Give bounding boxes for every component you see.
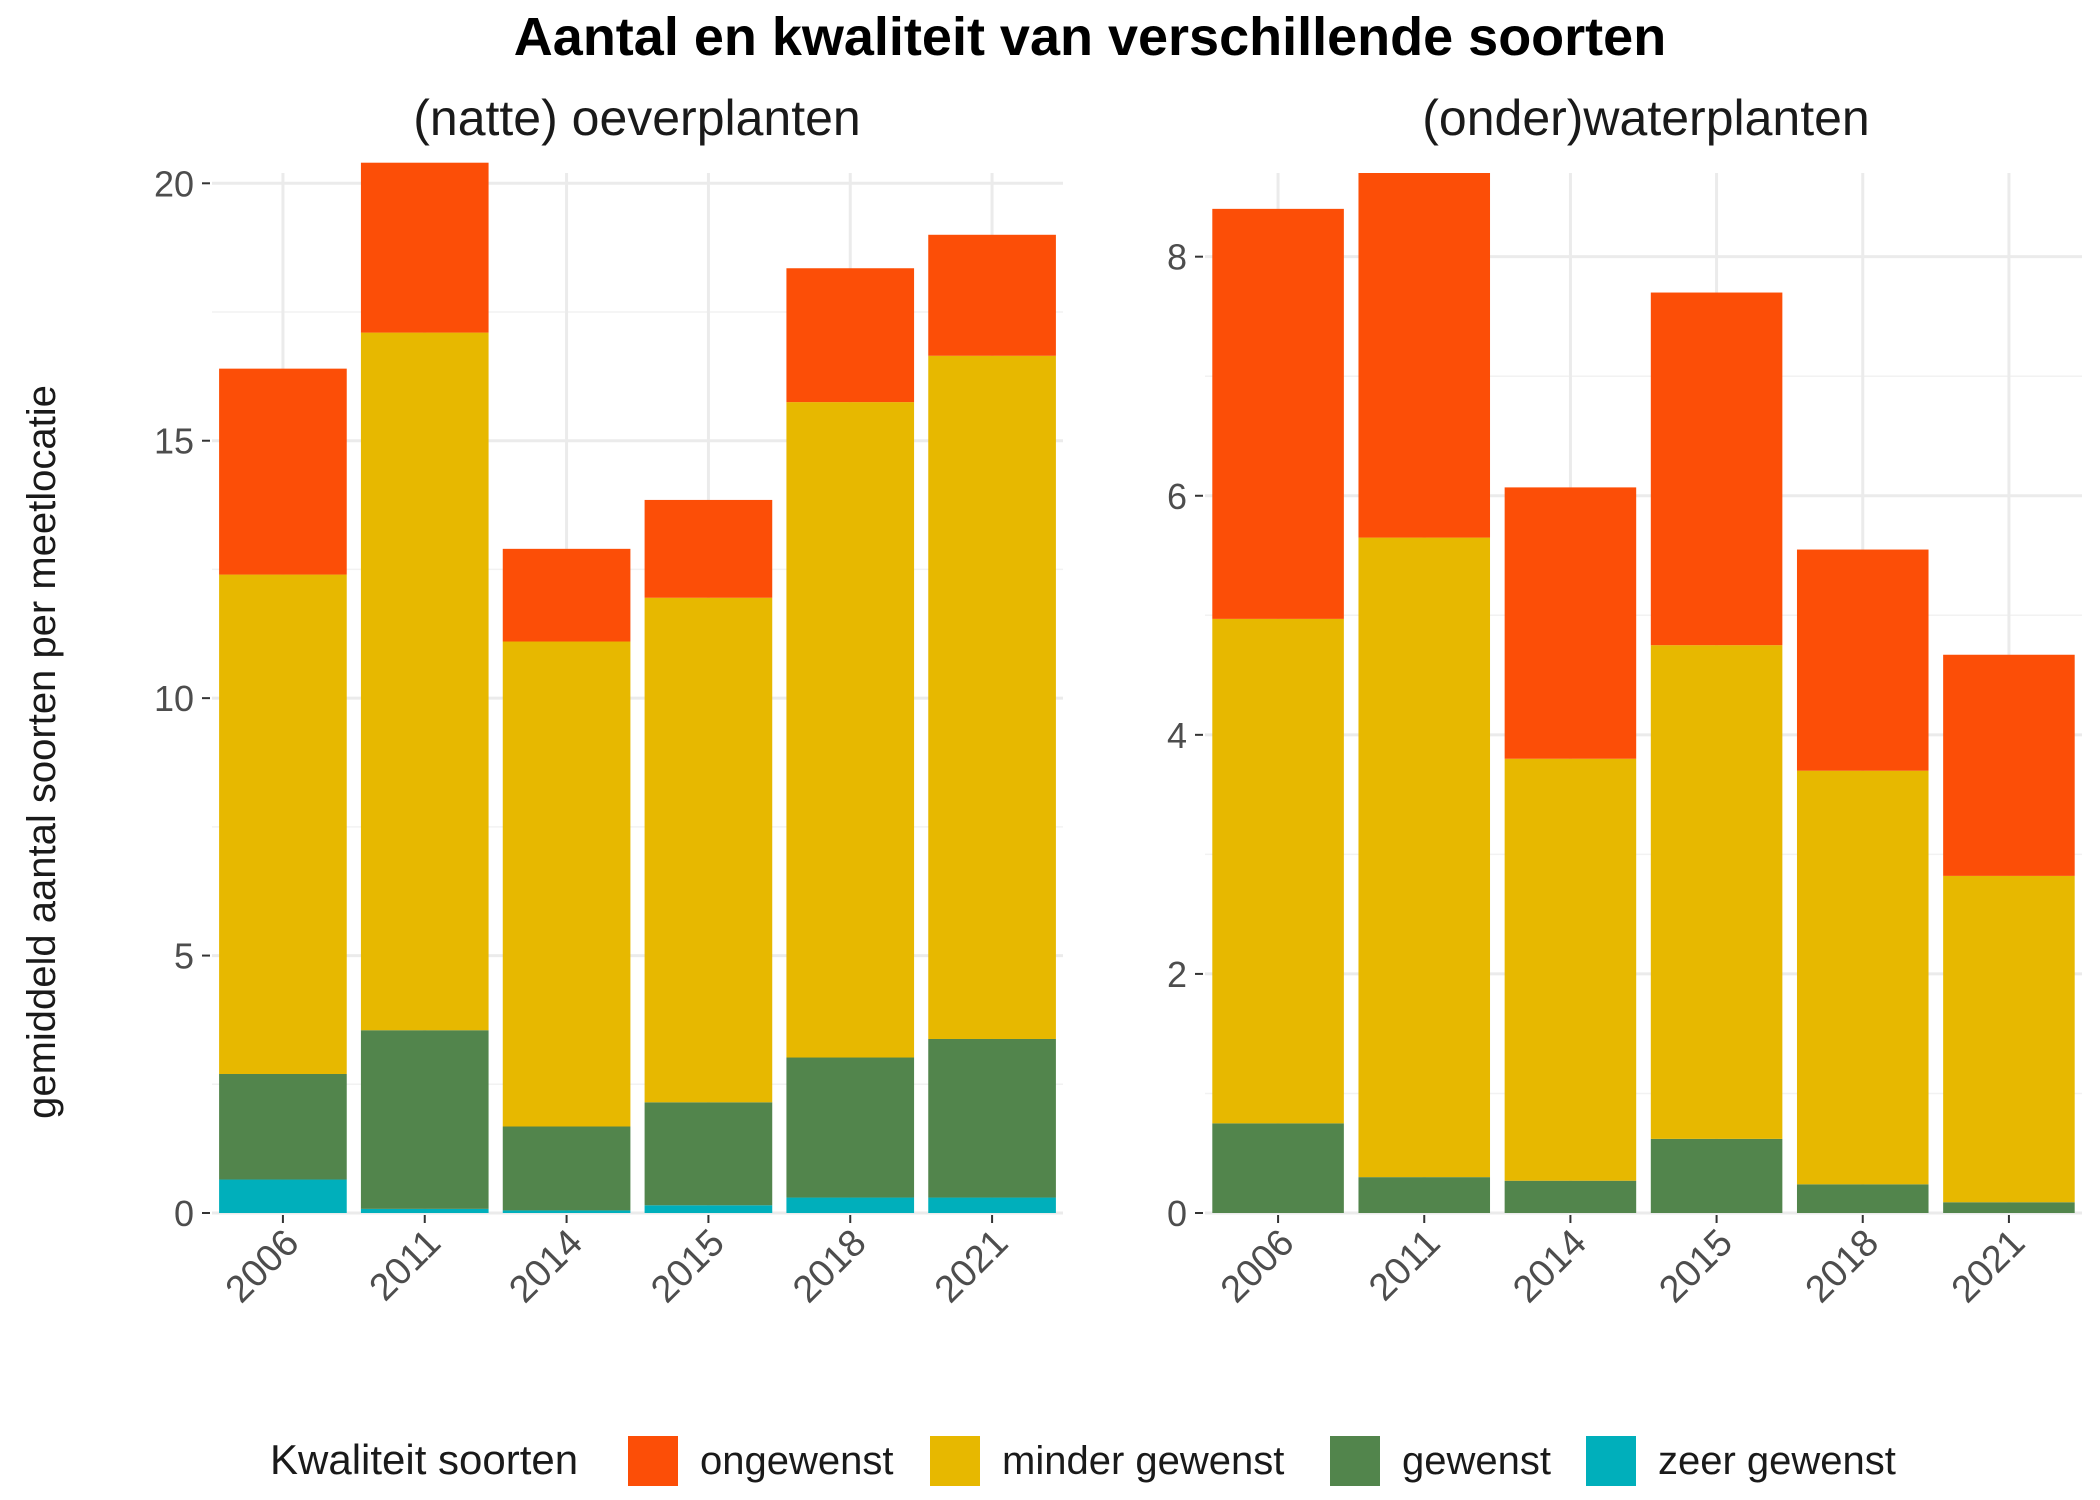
legend-key-gewenst [1330,1436,1380,1486]
bar-ongewenst-2021 [928,234,1056,356]
bar-zeer-gewenst-2006 [219,1179,347,1213]
bar-minder-gewenst-2018 [1796,770,1929,1185]
bar-gewenst-2015 [1650,1138,1783,1213]
bar-gewenst-2014 [502,1126,631,1211]
x-tick-label: 2015 [1651,1222,1740,1311]
legend-label-gewenst: gewenst [1402,1439,1551,1483]
bar-zeer-gewenst-2021 [928,1197,1056,1213]
y-tick-label: 6 [1167,476,1187,517]
bar-zeer-gewenst-2014 [502,1210,631,1213]
panel-oeverplanten: (natte) oeverplanten 0 5 10 15 20 2006 2011 2014… [154,90,1063,1311]
bar-ongewenst-2006 [219,368,347,575]
x-tick-label: 2006 [218,1222,307,1311]
bar-minder-gewenst-2014 [502,641,631,1127]
y-tick-label: 4 [1167,715,1187,756]
x-tick-label: 2015 [643,1222,732,1311]
bar-minder-gewenst-2011 [1358,537,1491,1178]
bar-ongewenst-2018 [1796,549,1929,771]
x-tick-label: 2021 [1944,1222,2033,1311]
y-axis-waterplanten: 0 2 4 6 8 [1167,237,1203,1234]
x-tick-label: 2011 [1361,1222,1448,1309]
y-tick-label: 0 [1167,1193,1187,1234]
legend: Kwaliteit soorten ongewenst minder gewens… [270,1436,1896,1486]
bar-minder-gewenst-2006 [219,574,347,1074]
bar-ongewenst-2014 [502,548,631,642]
y-tick-label: 15 [154,421,194,462]
x-axis-oeverplanten: 2006 2011 2014 2015 2018 2021 [218,1215,1016,1311]
bar-minder-gewenst-2021 [928,355,1056,1039]
bar-gewenst-2011 [1358,1177,1491,1213]
legend-title: Kwaliteit soorten [270,1436,578,1483]
bar-minder-gewenst-2021 [1943,875,2075,1203]
y-axis-oeverplanten: 0 5 10 15 20 [154,163,210,1234]
bar-gewenst-2011 [360,1030,489,1209]
y-axis-label: gemiddeld aantal soorten per meetlocatie [20,385,64,1119]
bar-minder-gewenst-2015 [1650,645,1783,1139]
y-tick-label: 20 [154,163,194,204]
x-tick-label: 2018 [785,1222,874,1311]
legend-label-zeer-gewenst: zeer gewenst [1658,1439,1896,1483]
bar-zeer-gewenst-2011 [360,1208,489,1213]
bar-minder-gewenst-2015 [644,597,773,1103]
bar-gewenst-2021 [1943,1202,2075,1213]
bars-waterplanten [1212,173,2075,1213]
bar-minder-gewenst-2011 [360,332,489,1031]
legend-label-ongewenst: ongewenst [700,1439,893,1483]
bar-minder-gewenst-2018 [786,402,915,1058]
bar-ongewenst-2014 [1504,487,1637,759]
bar-gewenst-2014 [1504,1180,1637,1213]
bar-gewenst-2018 [786,1057,915,1198]
legend-key-zeer-gewenst [1586,1436,1636,1486]
bar-gewenst-2006 [219,1073,347,1180]
bar-ongewenst-2015 [1650,292,1783,646]
bar-ongewenst-2006 [1212,208,1344,619]
chart-title: Aantal en kwaliteit van verschillende so… [514,7,1666,67]
y-tick-label: 0 [174,1193,194,1234]
panel-title-oeverplanten: (natte) oeverplanten [413,90,861,146]
bar-minder-gewenst-2006 [1212,618,1344,1124]
bar-zeer-gewenst-2018 [786,1197,915,1213]
bar-ongewenst-2021 [1943,654,2075,876]
y-tick-label: 5 [174,936,194,977]
legend-label-minder-gewenst: minder gewenst [1002,1439,1284,1483]
bar-ongewenst-2011 [360,162,489,333]
bar-minder-gewenst-2014 [1504,758,1637,1181]
x-tick-label: 2021 [927,1222,1016,1311]
legend-key-ongewenst [628,1436,678,1486]
bar-gewenst-2015 [644,1102,773,1206]
x-axis-waterplanten: 2006 2011 2014 2015 2018 2021 [1213,1215,2033,1311]
x-tick-label: 2014 [1505,1222,1594,1311]
bar-zeer-gewenst-2015 [644,1205,773,1213]
x-tick-label: 2014 [501,1222,590,1311]
bar-gewenst-2018 [1796,1184,1929,1213]
x-tick-label: 2011 [362,1222,449,1309]
bars-oeverplanten [219,162,1056,1213]
y-tick-label: 8 [1167,237,1187,278]
y-tick-label: 2 [1167,954,1187,995]
bar-gewenst-2006 [1212,1123,1344,1213]
panel-waterplanten: (onder)waterplanten 0 2 4 6 8 2006 2011 2014 2015… [1167,90,2082,1311]
bar-ongewenst-2011 [1358,173,1491,538]
x-tick-label: 2018 [1798,1222,1887,1311]
bar-ongewenst-2015 [644,499,773,598]
bar-ongewenst-2018 [786,268,915,403]
panel-title-waterplanten: (onder)waterplanten [1422,90,1870,146]
legend-key-minder-gewenst [930,1436,980,1486]
bar-gewenst-2021 [928,1038,1056,1198]
y-tick-label: 10 [154,678,194,719]
x-tick-label: 2006 [1213,1222,1302,1311]
